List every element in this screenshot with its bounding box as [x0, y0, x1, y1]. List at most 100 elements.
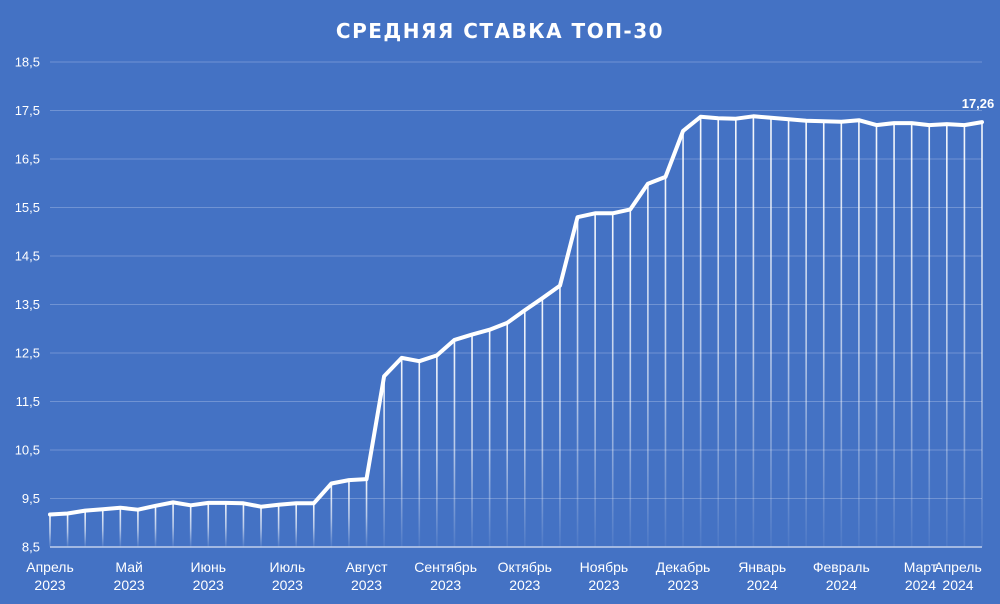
y-tick-label: 11,5	[16, 394, 40, 409]
drop-line	[559, 285, 561, 547]
drop-line	[787, 119, 790, 547]
drop-line	[84, 510, 86, 547]
drop-line	[840, 121, 843, 547]
x-tick-month: Апрель	[934, 559, 982, 575]
drop-line	[436, 355, 438, 547]
x-tick-month: Март	[904, 559, 938, 575]
drop-line	[488, 329, 491, 547]
drop-line	[260, 506, 262, 547]
drop-line	[418, 361, 421, 547]
drop-line	[523, 310, 526, 547]
x-tick-year: 2023	[509, 577, 540, 593]
gridlines	[50, 61, 982, 499]
x-tick-year: 2024	[747, 577, 778, 593]
x-tick-month: Февраль	[813, 559, 870, 575]
x-tick-month: Апрель	[26, 559, 74, 575]
drop-line	[506, 322, 509, 547]
x-tick-year: 2023	[588, 577, 619, 593]
x-tick-month: Ноябрь	[580, 559, 629, 575]
series-layer	[48, 114, 984, 517]
drop-line	[207, 502, 210, 547]
y-tick-label: 16,5	[15, 152, 40, 167]
x-tick-year: 2023	[272, 577, 303, 593]
chart-title: СРЕДНЯЯ СТАВКА ТОП-30	[336, 19, 664, 43]
y-tick-label: 12,5	[15, 346, 40, 361]
x-tick-month: Сентябрь	[414, 559, 477, 575]
x-tick-month: Декабрь	[656, 559, 711, 575]
y-axis-ticks: 8,5 9,5 10,5 11,5 12,5 13,5 14,5 15,5 16,5 17,5 18…	[15, 55, 40, 555]
x-tick-year: 2023	[34, 577, 65, 593]
drop-line	[400, 357, 403, 547]
drop-line	[594, 213, 596, 547]
y-tick-label: 18,5	[15, 55, 40, 70]
drop-line	[699, 116, 702, 548]
drop-line	[189, 505, 192, 547]
drop-line	[963, 125, 966, 548]
data-label-last: 17,26	[962, 96, 995, 111]
drop-line	[541, 298, 544, 547]
series-line	[48, 114, 984, 517]
drop-line	[295, 503, 297, 547]
drop-line	[822, 121, 825, 548]
drop-line	[365, 479, 368, 547]
drop-line	[928, 125, 931, 548]
x-tick-year: 2024	[942, 577, 973, 593]
drop-line	[629, 209, 632, 547]
drop-line	[893, 123, 895, 548]
data-labels: 17,26	[962, 96, 995, 111]
drop-line	[453, 339, 456, 547]
drop-line	[576, 217, 579, 547]
drop-line	[66, 513, 69, 547]
drop-line	[735, 118, 737, 548]
drop-line	[277, 504, 280, 547]
drop-line	[805, 120, 807, 547]
x-tick-month: Август	[345, 559, 388, 575]
drop-line	[119, 507, 122, 547]
y-tick-label: 10,5	[15, 443, 40, 458]
x-tick-month: Май	[115, 559, 142, 575]
drop-line	[225, 502, 227, 547]
x-tick-year: 2023	[193, 577, 224, 593]
y-tick-label: 15,5	[15, 200, 40, 215]
drop-line	[647, 183, 649, 548]
drop-line	[752, 116, 755, 547]
drop-line	[330, 483, 333, 547]
drop-line	[154, 505, 157, 547]
x-tick-month: Июль	[270, 559, 306, 575]
x-tick-month: Июнь	[190, 559, 226, 575]
drop-line	[137, 509, 139, 547]
x-tick-month: Октябрь	[498, 559, 552, 575]
x-tick-year: 2024	[826, 577, 857, 593]
x-axis-ticks: Апрель 2023 Май 2023 Июнь 2023 Июль 2023 Август 2…	[26, 559, 982, 593]
drop-line	[348, 480, 350, 547]
drop-line	[664, 176, 667, 547]
drop-line	[770, 117, 772, 548]
x-tick-year: 2023	[114, 577, 145, 593]
drop-line	[383, 376, 385, 547]
drop-line	[858, 120, 860, 547]
x-tick-year: 2023	[667, 577, 698, 593]
drop-line	[242, 503, 245, 547]
y-tick-label: 8,5	[22, 540, 40, 555]
drop-line	[875, 125, 878, 548]
drop-line	[101, 509, 104, 547]
drop-line	[717, 118, 720, 547]
y-tick-label: 13,5	[15, 297, 40, 312]
drop-line	[611, 213, 614, 547]
drop-line	[172, 502, 174, 547]
x-tick-year: 2023	[430, 577, 461, 593]
drop-line	[312, 503, 315, 547]
drop-line	[682, 130, 684, 547]
x-tick-month: Январь	[738, 559, 786, 575]
drop-line	[471, 334, 473, 547]
drop-line	[49, 514, 51, 547]
x-tick-year: 2024	[905, 577, 936, 593]
drop-line	[910, 123, 913, 548]
y-tick-label: 14,5	[15, 249, 40, 264]
drop-line	[981, 122, 983, 547]
drop-line	[946, 124, 948, 547]
y-tick-label: 9,5	[22, 491, 40, 506]
drop-lines	[49, 116, 983, 548]
y-tick-label: 17,5	[15, 103, 40, 118]
